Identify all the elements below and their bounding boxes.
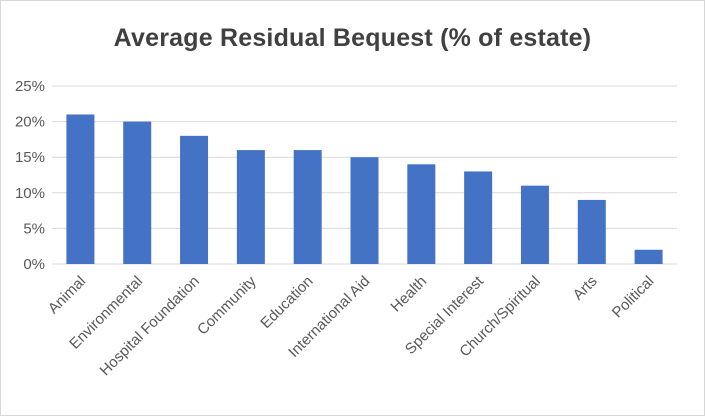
bar-community [236,150,265,264]
y-tick-label: 20% [15,114,45,131]
y-tick-label: 25% [15,78,45,95]
x-tick-label: Education [257,273,316,332]
bar-church-spiritual [520,185,549,264]
bars [66,114,663,264]
bar-health [407,164,436,264]
bar-hospital-foundation [180,135,209,264]
x-tick-label: Hospital Foundation [97,273,203,379]
y-tick-label: 15% [15,149,45,166]
y-axis-tick-labels: 0% 5% 10% 15% 20% 25% [15,78,45,273]
bar-education [293,150,322,264]
x-tick-label: Health [387,273,430,316]
bar-environmental [123,121,152,264]
bar-animal [66,114,95,264]
x-tick-label: Political [609,273,658,322]
bar-special-interest [464,171,493,264]
x-tick-label: Community [194,272,260,338]
y-tick-label: 0% [23,256,45,273]
y-tick-label: 5% [23,220,45,237]
bar-international-aid [350,157,379,264]
bar-political [634,249,663,264]
bar-arts [577,199,606,264]
x-tick-label: Animal [45,273,89,317]
y-tick-label: 10% [15,185,45,202]
x-tick-label: Arts [570,273,601,304]
chart-title: Average Residual Bequest (% of estate) [113,24,592,52]
